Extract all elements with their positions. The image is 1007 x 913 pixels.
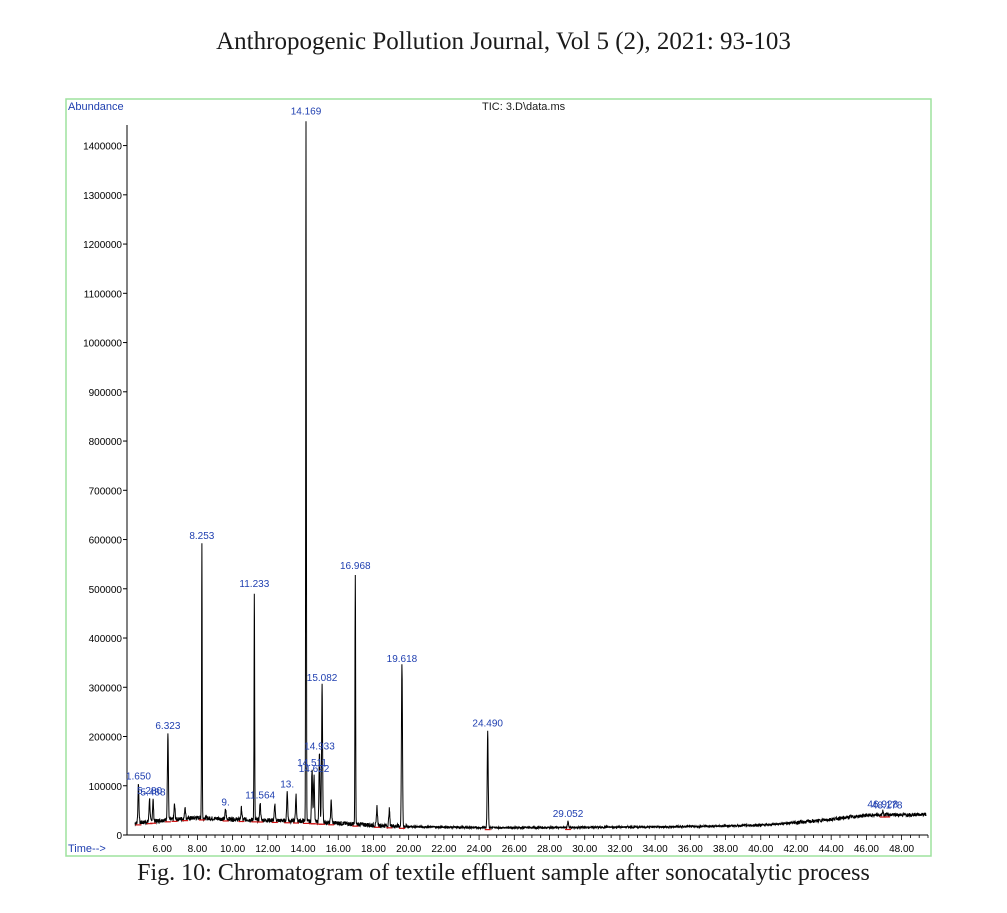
peak-label: 14.511 [297,758,327,769]
peak-label: 14.169 [291,106,322,117]
x-tick-label: 22.00 [431,844,456,855]
peak-label: 6.323 [155,721,180,732]
y-tick-label: 100000 [89,782,123,793]
x-tick-label: 40.00 [748,844,773,855]
x-tick-label: 24.00 [467,844,492,855]
y-axis-label: Abundance [68,101,124,113]
figure-caption: Fig. 10: Chromatogram of textile effluen… [137,860,870,886]
x-tick-label: 28.00 [537,844,562,855]
y-tick-label: 400000 [89,634,123,645]
x-tick-label: 18.00 [361,844,386,855]
x-tick-label: 42.00 [783,844,808,855]
x-tick-label: 38.00 [713,844,738,855]
x-tick-label: 34.00 [643,844,668,855]
y-tick-label: 1300000 [83,191,122,202]
x-tick-label: 20.00 [396,844,421,855]
chromatogram-trace [134,121,927,831]
x-tick-label: 8.00 [188,844,208,855]
x-tick-label: 44.00 [819,844,844,855]
chart-title: TIC: 3.D\data.ms [482,101,566,113]
x-tick-label: 48.00 [889,844,914,855]
peak-label: 11.233 [239,579,269,590]
y-tick-label: 1100000 [84,289,123,300]
y-tick-label: 1200000 [83,240,122,251]
x-tick-label: 10.00 [220,844,245,855]
x-tick-label: 6.00 [152,844,172,855]
y-tick-label: 0 [116,831,122,842]
y-tick-label: 300000 [89,683,123,694]
x-tick-label: 30.00 [572,844,597,855]
chart-frame [65,98,932,857]
y-tick-label: 1400000 [83,142,122,153]
x-tick-label: 16.00 [326,844,351,855]
peak-label: 9. [221,797,229,808]
x-tick-label: 12.00 [255,844,280,855]
y-tick-label: 600000 [89,536,123,547]
x-tick-label: 46.00 [854,844,879,855]
x-tick-label: 26.00 [502,844,527,855]
journal-header: Anthropogenic Pollution Journal, Vol 5 (… [216,28,791,55]
peak-label: 1.650 [126,771,151,782]
peak-label: 46.928 [867,799,898,810]
y-tick-label: 900000 [89,388,123,399]
peak-label: 11.564 [245,790,275,801]
y-tick-label: 200000 [89,733,123,744]
peak-label: 5.280 [137,786,162,797]
y-tick-label: 1000000 [83,339,122,350]
peak-label: 15.082 [307,673,338,684]
x-axis-label: Time--> [68,843,106,855]
x-tick-label: 32.00 [607,844,632,855]
y-tick-label: 800000 [89,437,123,448]
peak-label: 14.933 [304,742,335,753]
peak-label: 8.253 [189,531,214,542]
peak-label: 24.490 [472,719,503,730]
peak-label: 48.178 [872,800,903,811]
peak-label: 14.622 [299,764,330,775]
x-tick-label: 14.00 [291,844,316,855]
x-tick-label: 36.00 [678,844,703,855]
peak-label: 13. [280,780,294,791]
y-tick-label: 500000 [89,585,123,596]
peak-label: 19.618 [387,654,418,665]
peak-label: 5.488 [141,788,166,799]
y-tick-label: 700000 [89,486,123,497]
peak-label: 16.968 [340,561,371,572]
peak-label: 29.052 [553,809,584,820]
